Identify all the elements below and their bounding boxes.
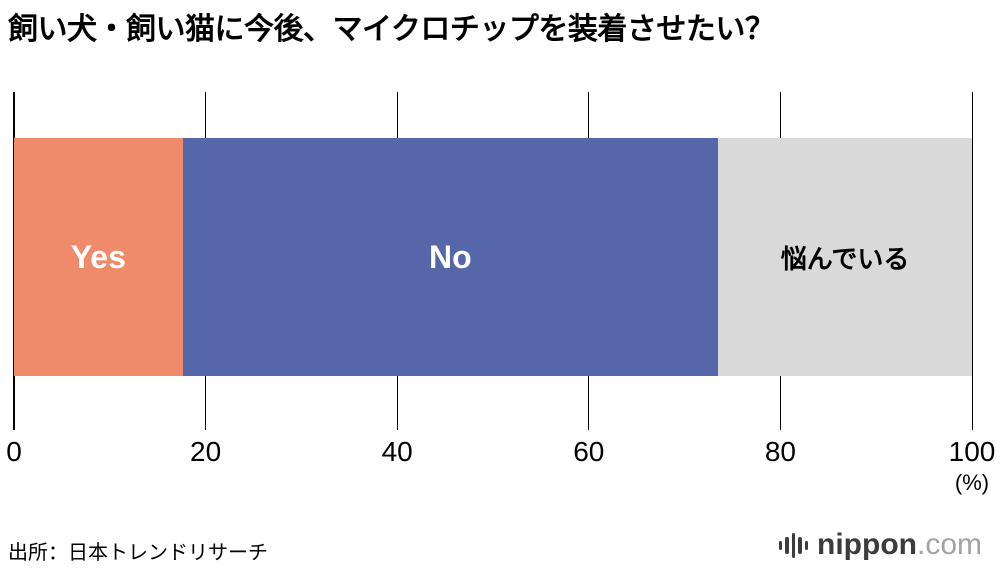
x-tick-label: 20 <box>190 436 222 467</box>
gridline <box>971 92 973 430</box>
logo-text: nippon.com <box>817 530 982 560</box>
x-tick-label: 60 <box>573 436 605 467</box>
stacked-bar: Yes No 悩んでいる <box>14 138 972 376</box>
source-text: 出所：日本トレンドリサーチ <box>8 542 268 564</box>
segment-label: Yes <box>70 238 126 275</box>
page-title: 飼い犬・飼い猫に今後、マイクロチップを装着させたい？ <box>8 13 775 46</box>
bar-segment: No <box>182 138 719 376</box>
audio-bars-icon <box>778 530 809 560</box>
x-tick-label: 100 <box>948 436 996 467</box>
bar-segment: Yes <box>14 138 183 376</box>
segment-label: 悩んでいる <box>780 243 910 274</box>
x-tick-label: 80 <box>764 436 796 467</box>
logo-name: nippon <box>817 528 917 561</box>
logo-suffix: .com <box>916 528 982 561</box>
x-axis-ticks: 0 20 40 60 80 100 <box>6 436 995 470</box>
x-tick-label: 40 <box>381 436 413 467</box>
x-axis-unit: (%) <box>954 470 990 495</box>
x-tick-label: 0 <box>6 436 22 467</box>
nippon-logo: nippon.com <box>778 530 982 560</box>
plot-area: Yes No 悩んでいる <box>13 92 973 430</box>
bar-segment: 悩んでいる <box>718 138 972 376</box>
segment-label: No <box>429 238 472 275</box>
